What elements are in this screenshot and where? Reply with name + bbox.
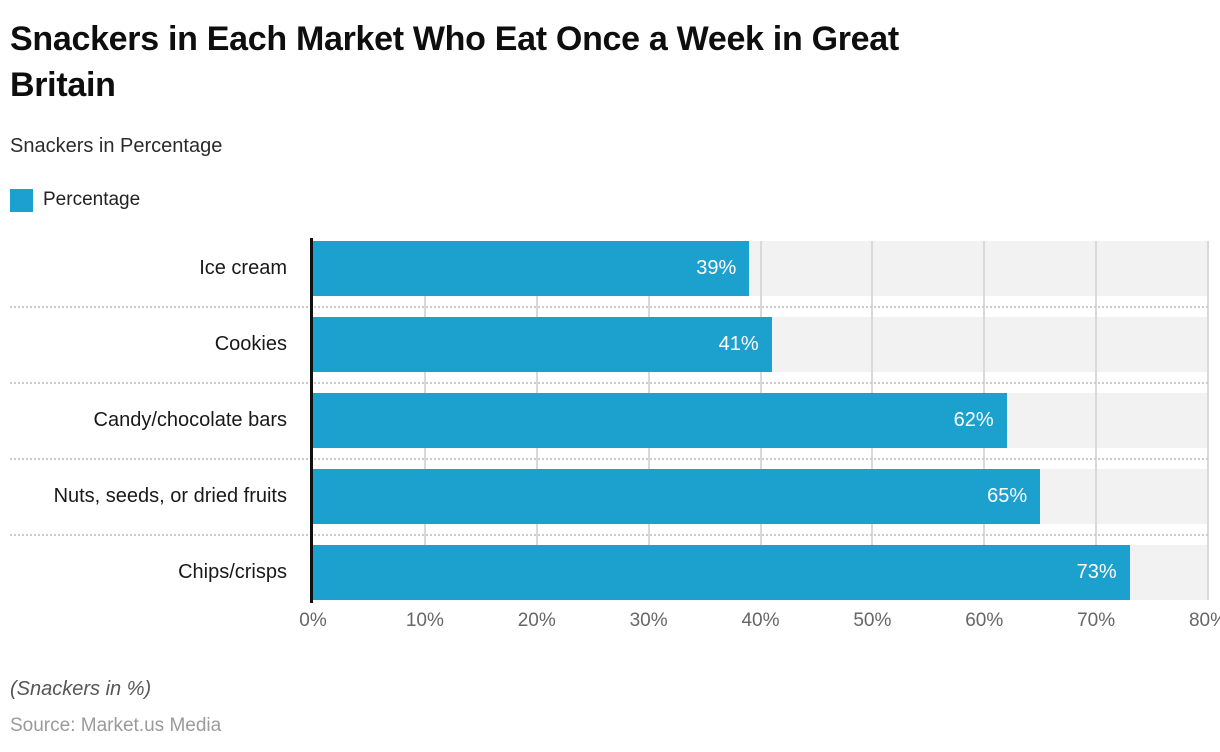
legend-item-percentage[interactable]: Percentage xyxy=(10,188,1208,212)
category-label: Chips/crisps xyxy=(178,561,287,583)
legend-label: Percentage xyxy=(43,189,141,210)
row-separator xyxy=(10,382,1208,384)
category-label: Candy/chocolate bars xyxy=(93,409,287,431)
page-title: Snackers in Each Market Who Eat Once a W… xyxy=(10,16,1208,108)
bar-value-label: 41% xyxy=(718,333,759,355)
y-axis-line xyxy=(310,238,313,603)
chart-subtitle: Snackers in Percentage xyxy=(10,135,223,157)
bar-chips-crisps[interactable]: 73% xyxy=(313,545,1130,600)
category-label: Nuts, seeds, or dried fruits xyxy=(53,485,287,507)
bar-nuts-seeds-or-dried-fruits[interactable]: 65% xyxy=(313,469,1041,524)
x-axis-tick: 60% xyxy=(965,610,1004,631)
x-axis-tick: 20% xyxy=(517,610,556,631)
bar-ice-cream[interactable]: 39% xyxy=(313,241,750,296)
plot-area: 39% 41% 62% 65% 73% xyxy=(313,241,1209,600)
bar-cookies[interactable]: 41% xyxy=(313,317,772,372)
chart-footnote: (Snackers in %) xyxy=(10,678,152,700)
bar-value-label: 65% xyxy=(987,485,1028,507)
x-axis-tick: 30% xyxy=(629,610,668,631)
x-axis-tick: 80% xyxy=(1188,610,1220,631)
page-title-line-1: Snackers in Each Market Who Eat Once a W… xyxy=(10,20,899,58)
gridline-vertical xyxy=(1095,241,1098,600)
page-title-line-2: Britain xyxy=(10,66,116,104)
category-label: Ice cream xyxy=(199,257,287,279)
legend-swatch[interactable] xyxy=(10,188,33,212)
x-axis-tick: 70% xyxy=(1077,610,1116,631)
row-separator xyxy=(10,534,1208,536)
bar-candy-chocolate-bars[interactable]: 62% xyxy=(313,393,1007,448)
x-axis-tick: 40% xyxy=(741,610,780,631)
chart-area: Ice cream Cookies Candy/chocolate bars Nuts… xyxy=(10,238,1209,603)
chart-source: Source: Market.us Media xyxy=(10,715,222,736)
bar-value-label: 73% xyxy=(1076,561,1117,583)
row-separator xyxy=(10,458,1208,460)
x-axis-tick: 50% xyxy=(853,610,892,631)
x-axis-tick: 0% xyxy=(299,610,327,631)
bar-value-label: 62% xyxy=(953,409,994,431)
x-axis-tick: 10% xyxy=(405,610,444,631)
category-labels: Ice cream Cookies Candy/chocolate bars Nuts… xyxy=(10,241,300,600)
gridline-vertical xyxy=(1207,241,1209,600)
category-label: Cookies xyxy=(214,333,287,355)
x-axis-ticks: 0% 10% 20% 30% 40% 50% 60% 70% 80% xyxy=(299,610,1220,634)
bar-value-label: 39% xyxy=(696,257,737,279)
row-separator xyxy=(10,306,1208,308)
